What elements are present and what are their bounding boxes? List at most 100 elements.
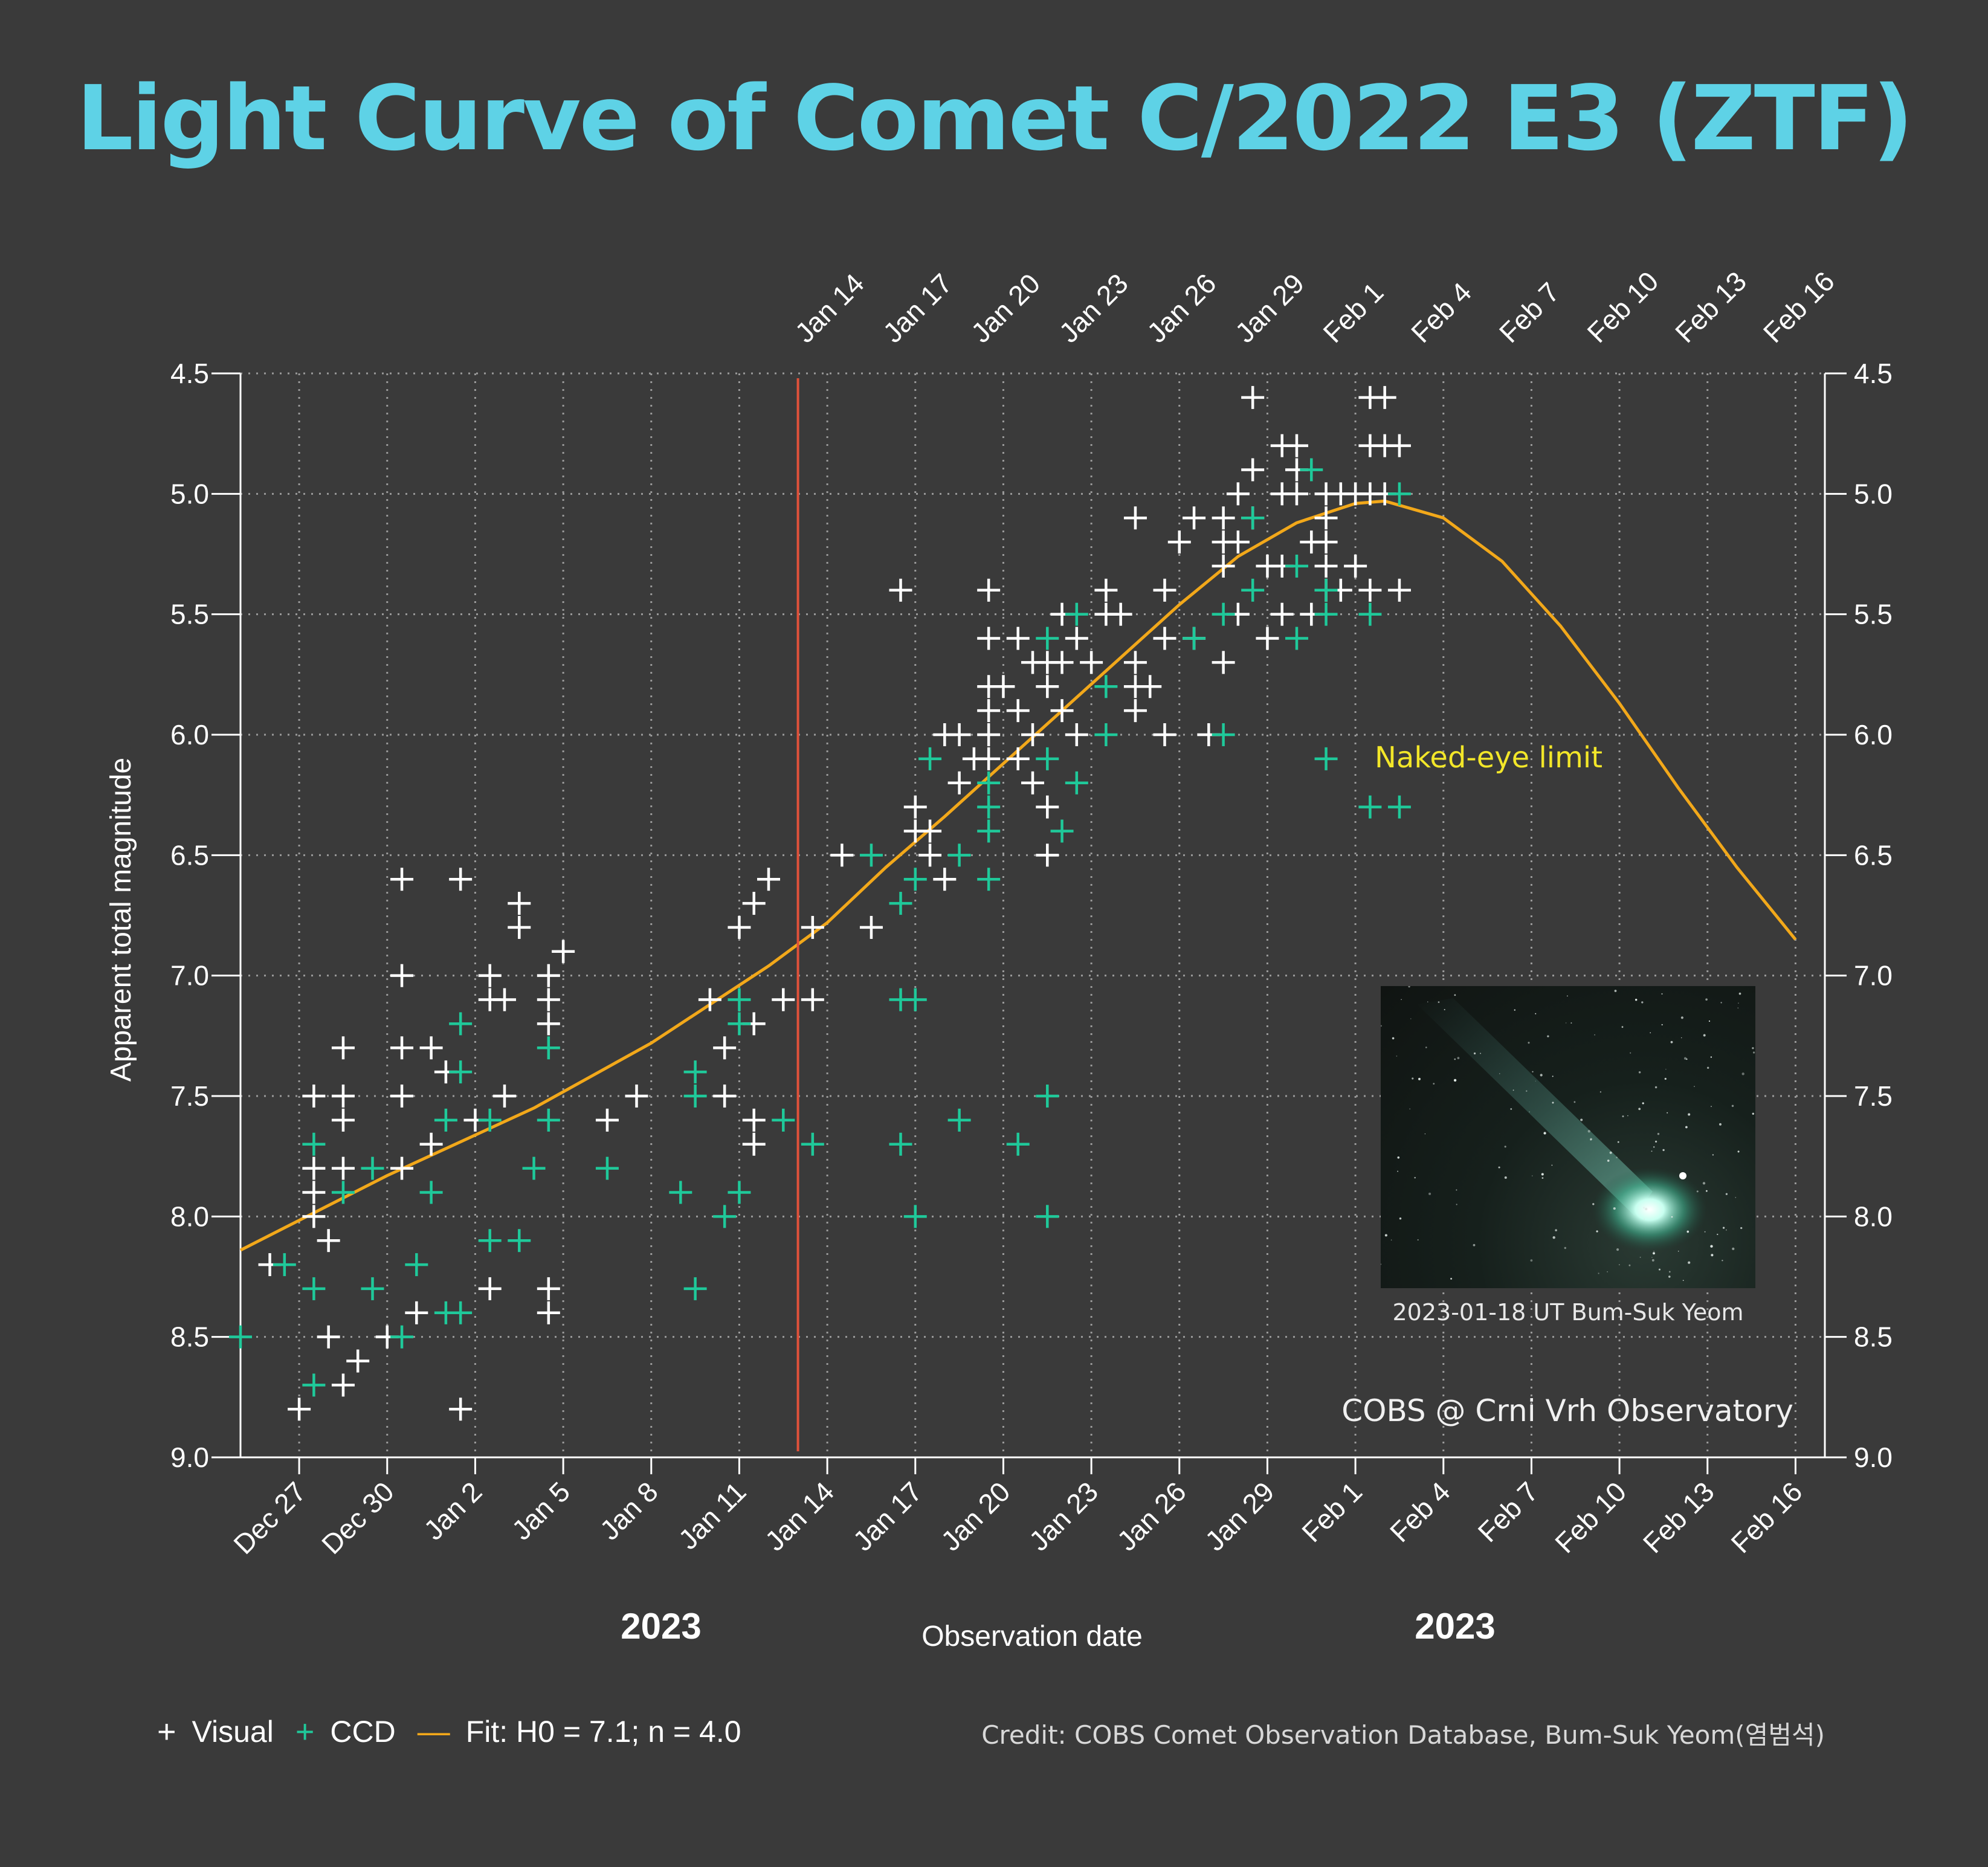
visual-point <box>992 675 1015 698</box>
star <box>1418 1077 1421 1080</box>
ccd-point <box>728 1181 751 1204</box>
visual-point <box>537 988 560 1011</box>
star <box>1617 1141 1619 1143</box>
visual-point <box>1153 627 1176 650</box>
top-tick-label: Feb 10 <box>1581 265 1664 349</box>
star <box>1628 1264 1631 1266</box>
visual-point <box>977 747 1001 770</box>
y-tick-label-right: 9.0 <box>1854 1442 1893 1473</box>
star <box>1719 1123 1722 1126</box>
star <box>1752 1051 1755 1054</box>
star <box>1735 1197 1737 1198</box>
top-tick-label: Jan 29 <box>1229 268 1310 349</box>
visual-point <box>390 964 414 987</box>
star <box>1686 1058 1688 1060</box>
star <box>1726 1229 1727 1231</box>
ccd-point <box>889 1132 912 1156</box>
visual-point <box>1183 506 1206 530</box>
star <box>1645 1207 1648 1211</box>
comet-photo <box>1381 986 1755 1288</box>
x-tick-label: Jan 20 <box>935 1475 1016 1556</box>
star <box>1514 1009 1515 1011</box>
visual-point <box>757 868 780 891</box>
ccd-point <box>728 1012 751 1036</box>
visual-point <box>1065 627 1088 650</box>
ccd-point <box>1094 723 1118 746</box>
x-tick-label: Dec 27 <box>227 1475 312 1560</box>
visual-point <box>903 795 927 819</box>
visual-point <box>405 1301 428 1324</box>
visual-point <box>346 1349 370 1373</box>
visual-point <box>918 819 942 843</box>
ccd-point <box>478 1108 502 1132</box>
star <box>1570 1022 1572 1024</box>
visual-point <box>1373 385 1396 409</box>
ccd-point <box>1065 602 1088 626</box>
ccd-point <box>1036 747 1059 770</box>
top-tick-label: Jan 14 <box>789 268 870 349</box>
fit-curve-layer <box>239 499 1797 1252</box>
star <box>1655 1140 1657 1143</box>
visual-point <box>1080 651 1103 674</box>
star <box>1705 998 1708 1001</box>
visual-point <box>1006 627 1030 650</box>
ccd-point <box>390 1325 414 1349</box>
star <box>1567 995 1568 997</box>
visual-point <box>977 578 1001 602</box>
star <box>1737 1007 1739 1009</box>
visual-point <box>1212 651 1235 674</box>
ccd-point <box>449 1301 473 1324</box>
star <box>1681 1037 1682 1039</box>
ccd-point <box>859 843 883 867</box>
star <box>1390 1239 1392 1241</box>
star <box>1738 992 1741 995</box>
star <box>1639 1257 1641 1258</box>
star <box>1607 1271 1609 1272</box>
visual-point <box>1094 578 1118 602</box>
x-tick-label: Feb 10 <box>1549 1475 1632 1559</box>
star <box>1526 1090 1528 1092</box>
y-tick-label-left: 5.5 <box>170 599 209 630</box>
coma <box>1592 1167 1707 1252</box>
visual-point <box>331 1108 355 1132</box>
visual-point <box>947 723 971 746</box>
star <box>1425 1046 1427 1048</box>
star <box>1532 1071 1534 1072</box>
ccd-point <box>903 1205 927 1228</box>
y-tick-label-left: 6.0 <box>170 719 209 750</box>
top-tick-label: Jan 23 <box>1053 268 1134 349</box>
visual-point <box>801 915 824 939</box>
star <box>1720 1002 1722 1004</box>
ccd-point <box>669 1181 692 1204</box>
visual-point <box>742 1132 766 1156</box>
x-tick-label: Feb 13 <box>1637 1475 1720 1559</box>
ccd-point <box>947 1108 971 1132</box>
star <box>1510 1108 1512 1110</box>
ccd-point <box>1094 675 1118 698</box>
y-tick-label-left: 8.5 <box>170 1321 209 1353</box>
ccd-point <box>683 1085 707 1108</box>
ccd-point <box>772 1108 795 1132</box>
visual-point <box>390 1085 414 1108</box>
star <box>1722 1227 1725 1229</box>
visual-point <box>552 940 575 963</box>
ccd-point <box>1285 554 1308 578</box>
star <box>1664 1077 1667 1080</box>
ccd-point <box>449 1012 473 1036</box>
visual-point <box>1006 699 1030 723</box>
star <box>1573 1101 1576 1103</box>
star <box>1541 1177 1544 1179</box>
y-axis-label: Apparent total magnitude <box>105 758 137 1082</box>
star <box>1711 1106 1712 1108</box>
visual-point <box>317 1229 340 1253</box>
star <box>1587 1130 1590 1133</box>
star <box>1707 1066 1709 1069</box>
visual-point <box>537 1301 560 1324</box>
ccd-point <box>728 988 751 1011</box>
x-tick-label: Feb 16 <box>1725 1475 1808 1559</box>
visual-point <box>1314 554 1338 578</box>
star <box>1725 1193 1728 1195</box>
visual-point <box>302 1181 326 1204</box>
ccd-point <box>947 843 971 867</box>
star <box>1412 1077 1414 1080</box>
